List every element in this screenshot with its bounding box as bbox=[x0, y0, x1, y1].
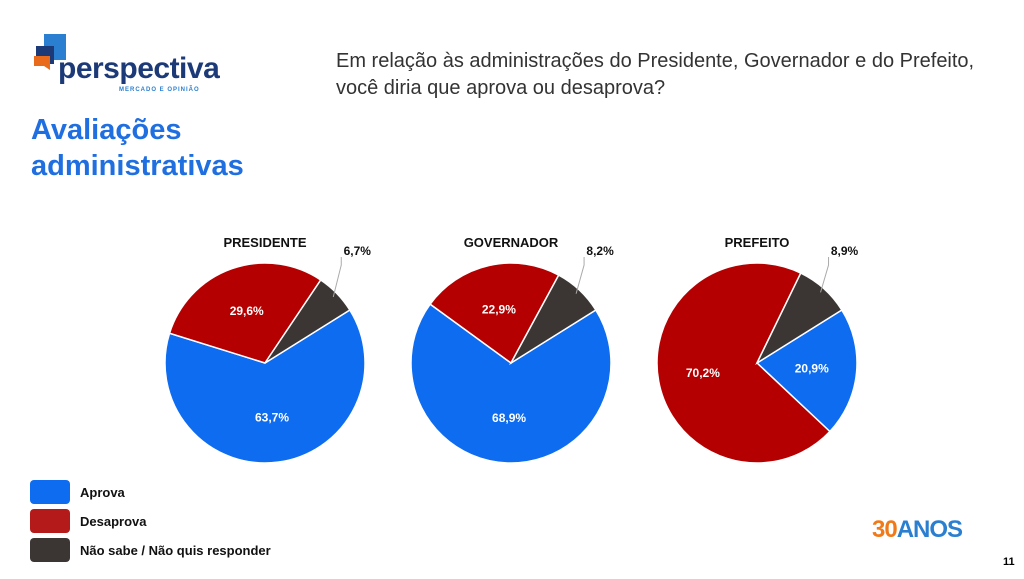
pie-title: PRESIDENTE bbox=[223, 235, 306, 250]
page-number: 11 bbox=[1003, 556, 1015, 568]
pie-slice-desaprova bbox=[168, 262, 322, 364]
legend-desaprova: Desaprova bbox=[30, 509, 146, 533]
pie-title: GOVERNADOR bbox=[464, 235, 559, 250]
legend-label: Aprova bbox=[80, 484, 125, 500]
pie-slice-não bbox=[264, 278, 351, 364]
perspectiva-logo: perspectiva MERCADO E OPINIÃO bbox=[32, 32, 220, 93]
legend-label: Desaprova bbox=[80, 513, 147, 529]
pie-title: PREFEITO bbox=[725, 235, 790, 250]
logo-tagline: MERCADO E OPINIÃO bbox=[119, 87, 200, 93]
data-label: 20,9% bbox=[795, 361, 829, 375]
badge-text: ANOS bbox=[896, 516, 963, 543]
30-anos-badge: 30ANOS bbox=[872, 516, 963, 544]
legend-swatch bbox=[30, 480, 70, 504]
data-label: 29,6% bbox=[230, 304, 264, 318]
legend-swatch bbox=[30, 509, 70, 533]
data-label: 8,2% bbox=[586, 244, 614, 258]
data-label: 70,2% bbox=[686, 366, 720, 380]
pie-slice-não bbox=[508, 274, 597, 366]
question-text: Em relação às administrações do Presiden… bbox=[336, 50, 975, 99]
pie-slice-desaprova bbox=[656, 262, 831, 464]
pie-slice-aprova bbox=[410, 303, 612, 464]
badge-number: 30 bbox=[872, 516, 898, 543]
data-label: 6,7% bbox=[344, 244, 372, 258]
leader-line bbox=[820, 257, 830, 293]
legend-swatch bbox=[30, 538, 70, 562]
data-label: 22,9% bbox=[482, 302, 516, 316]
title-line-1: Avaliações bbox=[31, 114, 182, 146]
legend-label: Não sabe / Não quis responder bbox=[80, 542, 271, 558]
data-label: 63,7% bbox=[255, 411, 289, 425]
title-line-2: administrativas bbox=[31, 150, 244, 182]
pie-slice-desaprova bbox=[429, 262, 560, 365]
logo-wordmark: perspectiva bbox=[58, 52, 220, 85]
leader-line bbox=[575, 257, 585, 294]
pie-slice-aprova bbox=[755, 308, 858, 433]
logo-mark-icon bbox=[34, 34, 66, 70]
page-title: Avaliações administrativas bbox=[31, 112, 244, 184]
legend-aprova: Aprova bbox=[30, 480, 125, 504]
data-label: 68,9% bbox=[492, 411, 526, 425]
legend-nao-sabe: Não sabe / Não quis responder bbox=[30, 538, 271, 562]
pie-slice-aprova bbox=[164, 308, 366, 464]
leader-line bbox=[332, 257, 342, 298]
data-label: 8,9% bbox=[831, 244, 859, 258]
pie-slice-não bbox=[755, 272, 843, 366]
